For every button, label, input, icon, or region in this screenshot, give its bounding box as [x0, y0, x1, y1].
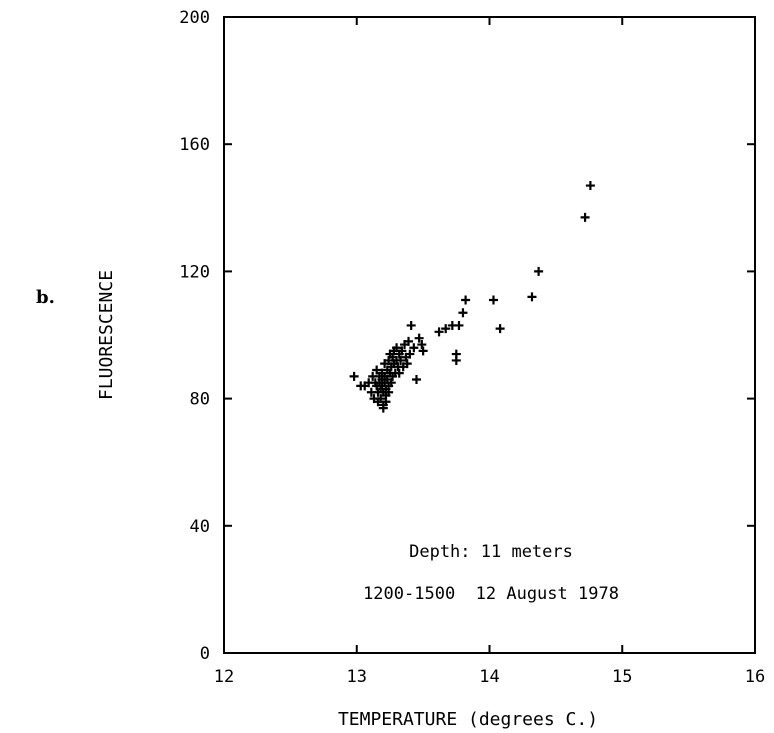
y-axis-title: FLUORESCENCE — [96, 270, 117, 400]
data-point — [585, 181, 595, 191]
data-point — [402, 359, 412, 369]
data-point — [392, 343, 402, 353]
data-point — [349, 371, 359, 381]
x-axis-title: TEMPERATURE (degrees C.) — [338, 709, 598, 730]
data-point — [417, 340, 427, 350]
y-tick-label: 120 — [179, 262, 210, 282]
panel-label: b. — [36, 287, 55, 308]
annotation-date: 1200-1500 12 August 1978 — [363, 584, 619, 604]
data-point — [409, 343, 419, 353]
data-points — [349, 181, 595, 413]
data-point — [386, 378, 396, 388]
data-point — [458, 308, 468, 318]
data-point — [580, 212, 590, 222]
data-point — [454, 320, 464, 330]
y-tick-label: 160 — [179, 135, 210, 155]
data-point — [396, 355, 406, 365]
data-point — [434, 327, 444, 337]
data-point — [397, 346, 407, 356]
data-point — [495, 324, 505, 334]
data-point — [527, 292, 537, 302]
y-axis: 0 40 80 120 160 200 — [179, 8, 755, 664]
x-tick-label: 14 — [479, 667, 499, 687]
data-point — [384, 387, 394, 397]
data-point — [378, 403, 388, 413]
data-point — [394, 368, 404, 378]
annotation-depth: Depth: 11 meters — [409, 542, 573, 562]
data-point — [534, 266, 544, 276]
y-tick-label: 0 — [200, 644, 210, 664]
data-point — [381, 397, 391, 407]
x-tick-label: 12 — [214, 667, 234, 687]
data-point — [404, 336, 414, 346]
data-point — [461, 295, 471, 305]
x-tick-label: 13 — [347, 667, 367, 687]
data-point — [418, 346, 428, 356]
data-point — [414, 333, 424, 343]
x-tick-label: 15 — [612, 667, 632, 687]
data-point — [451, 355, 461, 365]
data-point — [406, 320, 416, 330]
data-point — [376, 394, 386, 404]
data-point — [488, 295, 498, 305]
y-tick-label: 40 — [190, 517, 210, 537]
data-point — [411, 375, 421, 385]
x-axis: 12 13 14 15 16 — [214, 17, 765, 687]
x-tick-label: 16 — [745, 667, 765, 687]
data-point — [372, 365, 382, 375]
data-point — [441, 324, 451, 334]
data-point — [405, 349, 415, 359]
y-tick-label: 80 — [190, 390, 210, 410]
y-tick-label: 200 — [179, 8, 210, 28]
